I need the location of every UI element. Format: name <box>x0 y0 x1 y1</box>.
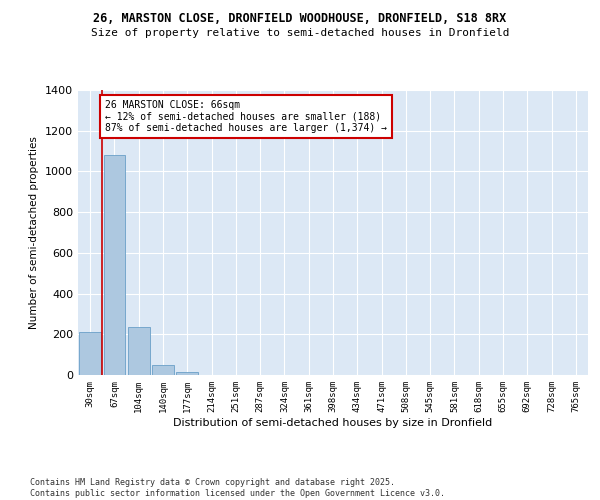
Bar <box>104 154 125 375</box>
Text: 26, MARSTON CLOSE, DRONFIELD WOODHOUSE, DRONFIELD, S18 8RX: 26, MARSTON CLOSE, DRONFIELD WOODHOUSE, … <box>94 12 506 26</box>
Bar <box>79 332 101 375</box>
Y-axis label: Number of semi-detached properties: Number of semi-detached properties <box>29 136 40 329</box>
X-axis label: Distribution of semi-detached houses by size in Dronfield: Distribution of semi-detached houses by … <box>173 418 493 428</box>
Bar <box>176 372 198 375</box>
Text: Contains HM Land Registry data © Crown copyright and database right 2025.
Contai: Contains HM Land Registry data © Crown c… <box>30 478 445 498</box>
Bar <box>128 326 149 375</box>
Bar <box>152 365 174 375</box>
Text: 26 MARSTON CLOSE: 66sqm
← 12% of semi-detached houses are smaller (188)
87% of s: 26 MARSTON CLOSE: 66sqm ← 12% of semi-de… <box>105 100 387 134</box>
Text: Size of property relative to semi-detached houses in Dronfield: Size of property relative to semi-detach… <box>91 28 509 38</box>
